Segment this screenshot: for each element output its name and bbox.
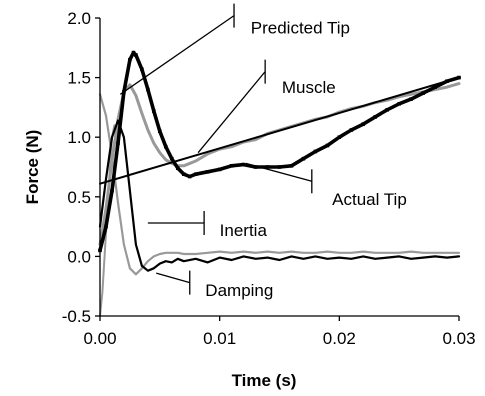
series-layer (98, 50, 461, 317)
annotation-leader-actual-tip (245, 162, 312, 182)
data-point-actual-tip (433, 85, 437, 89)
data-point-actual-tip (373, 115, 377, 119)
data-point-actual-tip (193, 172, 198, 176)
series-line-predicted-tip (98, 82, 461, 246)
annotation-layer: Predicted Tip Muscle Actual Tip Inertia Damp… (119, 3, 407, 300)
annotation-leader-predicted-tip (119, 15, 235, 95)
annotation-label-actual-tip: Actual Tip (332, 190, 407, 209)
annotation-leader-damping (156, 272, 190, 284)
x-tick-label: 0.02 (323, 329, 356, 348)
data-point-actual-tip (385, 108, 389, 112)
y-tick-label: 0.5 (67, 188, 91, 207)
data-point-actual-tip (104, 224, 108, 229)
series-line-damping (98, 93, 461, 276)
y-tick-label: 0.0 (67, 247, 91, 266)
data-point-actual-tip (152, 109, 156, 113)
data-point-actual-tip (170, 156, 174, 161)
data-point-actual-tip (182, 172, 186, 176)
data-point-actual-tip (253, 165, 258, 169)
data-point-actual-tip (409, 97, 413, 101)
y-tick-label: 1.5 (67, 69, 91, 88)
series-line-actual-tip (98, 50, 461, 253)
data-point-actual-tip (301, 156, 306, 161)
x-tick-label: 0.00 (83, 329, 116, 348)
annotation-label-inertia: Inertia (220, 221, 268, 240)
y-tick-label: 1.0 (67, 128, 91, 147)
x-axis-title: Time (s) (232, 371, 297, 390)
data-point-actual-tip (164, 144, 168, 149)
data-point-actual-tip (187, 174, 192, 179)
data-point-actual-tip (445, 79, 449, 83)
data-point-actual-tip (158, 129, 162, 133)
data-point-actual-tip (131, 50, 136, 55)
axes-layer: -0.5 0.0 0.5 1.0 1.5 2.0 0.00 0.01 0.02 0.03 (62, 9, 476, 348)
data-point-actual-tip (110, 189, 114, 193)
data-point-actual-tip (134, 53, 138, 57)
y-tick-label: 2.0 (67, 9, 91, 28)
x-tick-label: 0.03 (442, 329, 475, 348)
series-line-muscle (99, 76, 460, 185)
data-point-actual-tip (140, 67, 144, 72)
data-point-actual-tip (265, 165, 270, 169)
data-point-actual-tip (361, 122, 366, 126)
data-point-actual-tip (116, 141, 120, 145)
annotation-label-muscle: Muscle (282, 78, 336, 97)
annotation-leader-muscle (197, 71, 266, 154)
data-point-actual-tip (421, 91, 425, 95)
data-point-actual-tip (289, 164, 294, 168)
data-point-actual-tip (397, 102, 401, 106)
series-line-inertia (98, 119, 461, 272)
annotation-label-predicted-tip: Predicted Tip (251, 19, 350, 38)
data-point-actual-tip (205, 170, 210, 174)
annotation-label-damping: Damping (205, 281, 273, 300)
data-point-actual-tip (176, 166, 180, 170)
data-point-actual-tip (229, 164, 234, 168)
data-point-actual-tip (146, 87, 150, 92)
data-point-actual-tip (277, 165, 282, 169)
y-tick-label: -0.5 (62, 307, 91, 326)
x-tick-label: 0.01 (203, 329, 236, 348)
data-point-actual-tip (241, 162, 246, 167)
data-point-actual-tip (337, 135, 342, 139)
data-point-actual-tip (128, 57, 132, 62)
data-point-actual-tip (313, 149, 318, 154)
data-point-actual-tip (457, 75, 461, 80)
data-point-actual-tip (349, 128, 354, 132)
y-axis-title: Force (N) (23, 130, 42, 205)
data-point-actual-tip (217, 167, 222, 172)
data-point-actual-tip (325, 143, 330, 148)
